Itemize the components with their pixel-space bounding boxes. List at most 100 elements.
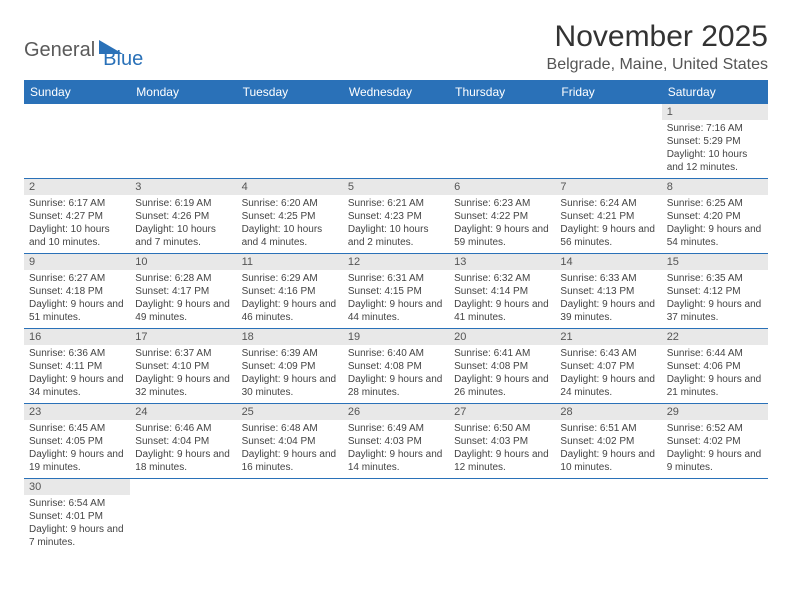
empty-cell (343, 104, 449, 178)
day-headers-row: SundayMondayTuesdayWednesdayThursdayFrid… (24, 80, 768, 104)
day-number: 7 (555, 179, 661, 195)
day-number: 18 (237, 329, 343, 345)
day-info: Sunrise: 6:29 AMSunset: 4:16 PMDaylight:… (237, 270, 343, 328)
day-number: 2 (24, 179, 130, 195)
day-info: Sunrise: 6:39 AMSunset: 4:09 PMDaylight:… (237, 345, 343, 403)
day-info: Sunrise: 6:31 AMSunset: 4:15 PMDaylight:… (343, 270, 449, 328)
day-cell: 7Sunrise: 6:24 AMSunset: 4:21 PMDaylight… (555, 179, 661, 253)
day-header: Thursday (449, 80, 555, 104)
day-header: Sunday (24, 80, 130, 104)
day-number: 16 (24, 329, 130, 345)
day-number: 28 (555, 404, 661, 420)
week-row: 16Sunrise: 6:36 AMSunset: 4:11 PMDayligh… (24, 329, 768, 404)
day-cell: 26Sunrise: 6:49 AMSunset: 4:03 PMDayligh… (343, 404, 449, 478)
empty-cell (449, 104, 555, 178)
day-header: Friday (555, 80, 661, 104)
day-header: Wednesday (343, 80, 449, 104)
day-info: Sunrise: 6:20 AMSunset: 4:25 PMDaylight:… (237, 195, 343, 253)
day-info: Sunrise: 6:25 AMSunset: 4:20 PMDaylight:… (662, 195, 768, 253)
day-number: 12 (343, 254, 449, 270)
day-info: Sunrise: 6:40 AMSunset: 4:08 PMDaylight:… (343, 345, 449, 403)
day-number: 9 (24, 254, 130, 270)
calendar: SundayMondayTuesdayWednesdayThursdayFrid… (24, 80, 768, 553)
day-cell: 14Sunrise: 6:33 AMSunset: 4:13 PMDayligh… (555, 254, 661, 328)
day-cell: 5Sunrise: 6:21 AMSunset: 4:23 PMDaylight… (343, 179, 449, 253)
day-number: 3 (130, 179, 236, 195)
week-row: 23Sunrise: 6:45 AMSunset: 4:05 PMDayligh… (24, 404, 768, 479)
day-info: Sunrise: 6:45 AMSunset: 4:05 PMDaylight:… (24, 420, 130, 478)
day-number: 4 (237, 179, 343, 195)
day-cell: 3Sunrise: 6:19 AMSunset: 4:26 PMDaylight… (130, 179, 236, 253)
day-number: 21 (555, 329, 661, 345)
day-info: Sunrise: 6:37 AMSunset: 4:10 PMDaylight:… (130, 345, 236, 403)
day-number: 10 (130, 254, 236, 270)
day-cell: 13Sunrise: 6:32 AMSunset: 4:14 PMDayligh… (449, 254, 555, 328)
day-cell: 12Sunrise: 6:31 AMSunset: 4:15 PMDayligh… (343, 254, 449, 328)
day-info: Sunrise: 6:50 AMSunset: 4:03 PMDaylight:… (449, 420, 555, 478)
day-number: 19 (343, 329, 449, 345)
day-number: 17 (130, 329, 236, 345)
empty-cell (24, 104, 130, 178)
empty-cell (343, 479, 449, 553)
day-number: 20 (449, 329, 555, 345)
day-info: Sunrise: 6:35 AMSunset: 4:12 PMDaylight:… (662, 270, 768, 328)
day-number: 1 (662, 104, 768, 120)
day-number: 11 (237, 254, 343, 270)
day-number: 27 (449, 404, 555, 420)
day-cell: 16Sunrise: 6:36 AMSunset: 4:11 PMDayligh… (24, 329, 130, 403)
day-number: 26 (343, 404, 449, 420)
day-cell: 9Sunrise: 6:27 AMSunset: 4:18 PMDaylight… (24, 254, 130, 328)
empty-cell (662, 479, 768, 553)
empty-cell (555, 479, 661, 553)
day-info: Sunrise: 6:46 AMSunset: 4:04 PMDaylight:… (130, 420, 236, 478)
day-number: 25 (237, 404, 343, 420)
title-block: November 2025 Belgrade, Maine, United St… (547, 20, 768, 74)
day-cell: 10Sunrise: 6:28 AMSunset: 4:17 PMDayligh… (130, 254, 236, 328)
day-number: 6 (449, 179, 555, 195)
day-cell: 18Sunrise: 6:39 AMSunset: 4:09 PMDayligh… (237, 329, 343, 403)
day-number: 5 (343, 179, 449, 195)
week-row: 9Sunrise: 6:27 AMSunset: 4:18 PMDaylight… (24, 254, 768, 329)
day-number: 29 (662, 404, 768, 420)
day-number: 30 (24, 479, 130, 495)
day-cell: 22Sunrise: 6:44 AMSunset: 4:06 PMDayligh… (662, 329, 768, 403)
day-cell: 17Sunrise: 6:37 AMSunset: 4:10 PMDayligh… (130, 329, 236, 403)
day-cell: 30Sunrise: 6:54 AMSunset: 4:01 PMDayligh… (24, 479, 130, 553)
day-info: Sunrise: 6:52 AMSunset: 4:02 PMDaylight:… (662, 420, 768, 478)
day-info: Sunrise: 6:27 AMSunset: 4:18 PMDaylight:… (24, 270, 130, 328)
empty-cell (237, 104, 343, 178)
day-cell: 29Sunrise: 6:52 AMSunset: 4:02 PMDayligh… (662, 404, 768, 478)
day-number: 8 (662, 179, 768, 195)
week-row: 2Sunrise: 6:17 AMSunset: 4:27 PMDaylight… (24, 179, 768, 254)
day-info: Sunrise: 6:36 AMSunset: 4:11 PMDaylight:… (24, 345, 130, 403)
day-cell: 21Sunrise: 6:43 AMSunset: 4:07 PMDayligh… (555, 329, 661, 403)
empty-cell (130, 104, 236, 178)
day-info: Sunrise: 6:23 AMSunset: 4:22 PMDaylight:… (449, 195, 555, 253)
day-info: Sunrise: 6:19 AMSunset: 4:26 PMDaylight:… (130, 195, 236, 253)
day-info: Sunrise: 6:41 AMSunset: 4:08 PMDaylight:… (449, 345, 555, 403)
day-info: Sunrise: 6:44 AMSunset: 4:06 PMDaylight:… (662, 345, 768, 403)
empty-cell (449, 479, 555, 553)
empty-cell (130, 479, 236, 553)
day-number: 23 (24, 404, 130, 420)
empty-cell (555, 104, 661, 178)
day-info: Sunrise: 6:33 AMSunset: 4:13 PMDaylight:… (555, 270, 661, 328)
logo: General Blue (24, 30, 143, 71)
day-cell: 6Sunrise: 6:23 AMSunset: 4:22 PMDaylight… (449, 179, 555, 253)
month-title: November 2025 (547, 20, 768, 54)
location: Belgrade, Maine, United States (547, 56, 768, 74)
day-number: 15 (662, 254, 768, 270)
day-cell: 8Sunrise: 6:25 AMSunset: 4:20 PMDaylight… (662, 179, 768, 253)
day-cell: 2Sunrise: 6:17 AMSunset: 4:27 PMDaylight… (24, 179, 130, 253)
week-row: 30Sunrise: 6:54 AMSunset: 4:01 PMDayligh… (24, 479, 768, 553)
day-number: 22 (662, 329, 768, 345)
day-cell: 27Sunrise: 6:50 AMSunset: 4:03 PMDayligh… (449, 404, 555, 478)
day-number: 24 (130, 404, 236, 420)
day-info: Sunrise: 6:21 AMSunset: 4:23 PMDaylight:… (343, 195, 449, 253)
day-cell: 11Sunrise: 6:29 AMSunset: 4:16 PMDayligh… (237, 254, 343, 328)
day-number: 13 (449, 254, 555, 270)
day-cell: 15Sunrise: 6:35 AMSunset: 4:12 PMDayligh… (662, 254, 768, 328)
weeks-container: 1Sunrise: 7:16 AMSunset: 5:29 PMDaylight… (24, 104, 768, 553)
day-info: Sunrise: 6:32 AMSunset: 4:14 PMDaylight:… (449, 270, 555, 328)
day-cell: 23Sunrise: 6:45 AMSunset: 4:05 PMDayligh… (24, 404, 130, 478)
